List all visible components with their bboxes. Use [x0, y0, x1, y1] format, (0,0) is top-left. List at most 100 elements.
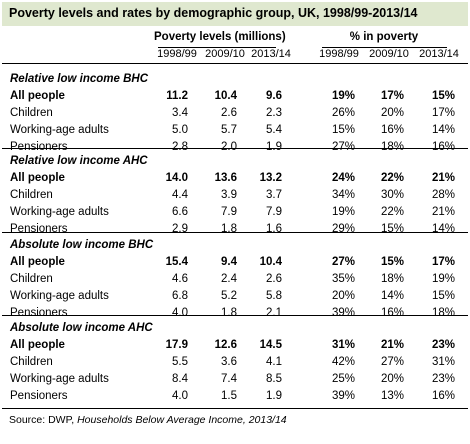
row-label: Pensioners [10, 307, 68, 319]
level-cell: 5.8 [266, 290, 282, 302]
rate-cell: 14% [431, 124, 455, 136]
rate-cell: 22% [380, 172, 404, 184]
level-cell: 14.5 [259, 339, 282, 351]
rate-cell: 15% [380, 223, 404, 235]
level-cell: 3.4 [172, 107, 188, 119]
level-cell: 13.6 [214, 172, 237, 184]
rate-cell: 24% [331, 172, 355, 184]
rate-cell: 20% [380, 373, 404, 385]
rate-cell: 19% [331, 206, 355, 218]
row-label: Children [10, 189, 53, 201]
rate-cell: 16% [431, 141, 455, 153]
level-cell: 4.0 [172, 307, 188, 319]
rate-cell: 18% [380, 273, 404, 285]
rate-cell: 17% [431, 256, 455, 268]
rate-cell: 16% [431, 390, 455, 402]
rate-cell: 26% [331, 107, 355, 119]
year-header: 1998/99 [157, 48, 197, 60]
rate-cell: 17% [380, 90, 404, 102]
column-group-rates: % in poverty [349, 31, 419, 43]
level-cell: 9.6 [266, 90, 282, 102]
section-title: Relative low income AHC [10, 155, 148, 167]
rate-cell: 31% [431, 356, 455, 368]
row-label: Children [10, 273, 53, 285]
row-label: Working-age adults [10, 373, 109, 385]
row-label: All people [10, 172, 65, 184]
level-cell: 2.1 [266, 307, 282, 319]
level-cell: 17.9 [165, 339, 188, 351]
level-cell: 6.6 [172, 206, 188, 218]
rate-cell: 14% [380, 290, 404, 302]
rate-cell: 23% [431, 373, 455, 385]
rate-cell: 21% [431, 172, 455, 184]
level-cell: 6.8 [172, 290, 188, 302]
rate-cell: 21% [431, 206, 455, 218]
level-cell: 1.9 [266, 141, 282, 153]
year-header: 1998/99 [319, 48, 359, 60]
rate-cell: 15% [331, 124, 355, 136]
level-cell: 1.9 [266, 390, 282, 402]
section-divider [2, 148, 468, 149]
bottom-rule [2, 408, 468, 409]
level-cell: 14.0 [165, 172, 188, 184]
rate-cell: 30% [380, 189, 404, 201]
level-cell: 1.8 [221, 223, 237, 235]
section-divider [2, 232, 468, 233]
row-label: Pensioners [10, 390, 68, 402]
rate-cell: 29% [331, 223, 355, 235]
level-cell: 13.2 [259, 172, 282, 184]
year-header: 2009/10 [205, 48, 245, 60]
title-bar: Poverty levels and rates by demographic … [2, 2, 468, 26]
level-cell: 3.7 [266, 189, 282, 201]
row-label: All people [10, 90, 65, 102]
header-rule [2, 63, 468, 64]
level-cell: 7.4 [221, 373, 237, 385]
level-cell: 2.3 [266, 107, 282, 119]
rate-cell: 18% [380, 141, 404, 153]
column-group-levels: Poverty levels (millions) [154, 31, 286, 43]
level-cell: 10.4 [259, 256, 282, 268]
level-cell: 12.6 [214, 339, 237, 351]
rate-cell: 15% [380, 256, 404, 268]
level-cell: 4.0 [172, 390, 188, 402]
column-group-rates-rule [322, 47, 447, 48]
level-cell: 7.9 [221, 206, 237, 218]
section-title: Absolute low income BHC [10, 239, 154, 251]
section-title: Relative low income BHC [10, 73, 149, 85]
level-cell: 4.1 [266, 356, 282, 368]
level-cell: 2.0 [221, 141, 237, 153]
level-cell: 5.7 [221, 124, 237, 136]
level-cell: 4.4 [172, 189, 188, 201]
table-title: Poverty levels and rates by demographic … [9, 6, 418, 20]
rate-cell: 39% [331, 307, 355, 319]
rate-cell: 23% [431, 339, 455, 351]
level-cell: 2.8 [172, 141, 188, 153]
rate-cell: 35% [331, 273, 355, 285]
row-label: Pensioners [10, 141, 68, 153]
rate-cell: 15% [431, 90, 455, 102]
rate-cell: 31% [331, 339, 355, 351]
section-title: Absolute low income AHC [10, 322, 153, 334]
rate-cell: 16% [380, 124, 404, 136]
source-prefix: Source: DWP, [9, 414, 78, 426]
rate-cell: 27% [331, 256, 355, 268]
rate-cell: 21% [380, 339, 404, 351]
level-cell: 2.4 [221, 273, 237, 285]
row-label: Working-age adults [10, 124, 109, 136]
rate-cell: 28% [431, 189, 455, 201]
rate-cell: 17% [431, 107, 455, 119]
source-title: Households Below Average Income, 2013/14 [77, 414, 287, 426]
row-label: All people [10, 339, 65, 351]
rate-cell: 25% [331, 373, 355, 385]
rate-cell: 27% [331, 141, 355, 153]
rate-cell: 42% [331, 356, 355, 368]
row-label: Children [10, 107, 53, 119]
level-cell: 3.9 [221, 189, 237, 201]
level-cell: 2.6 [266, 273, 282, 285]
level-cell: 8.4 [172, 373, 188, 385]
level-cell: 5.0 [172, 124, 188, 136]
level-cell: 11.2 [166, 90, 188, 102]
row-label: Working-age adults [10, 290, 109, 302]
level-cell: 3.6 [221, 356, 237, 368]
level-cell: 2.9 [172, 223, 188, 235]
